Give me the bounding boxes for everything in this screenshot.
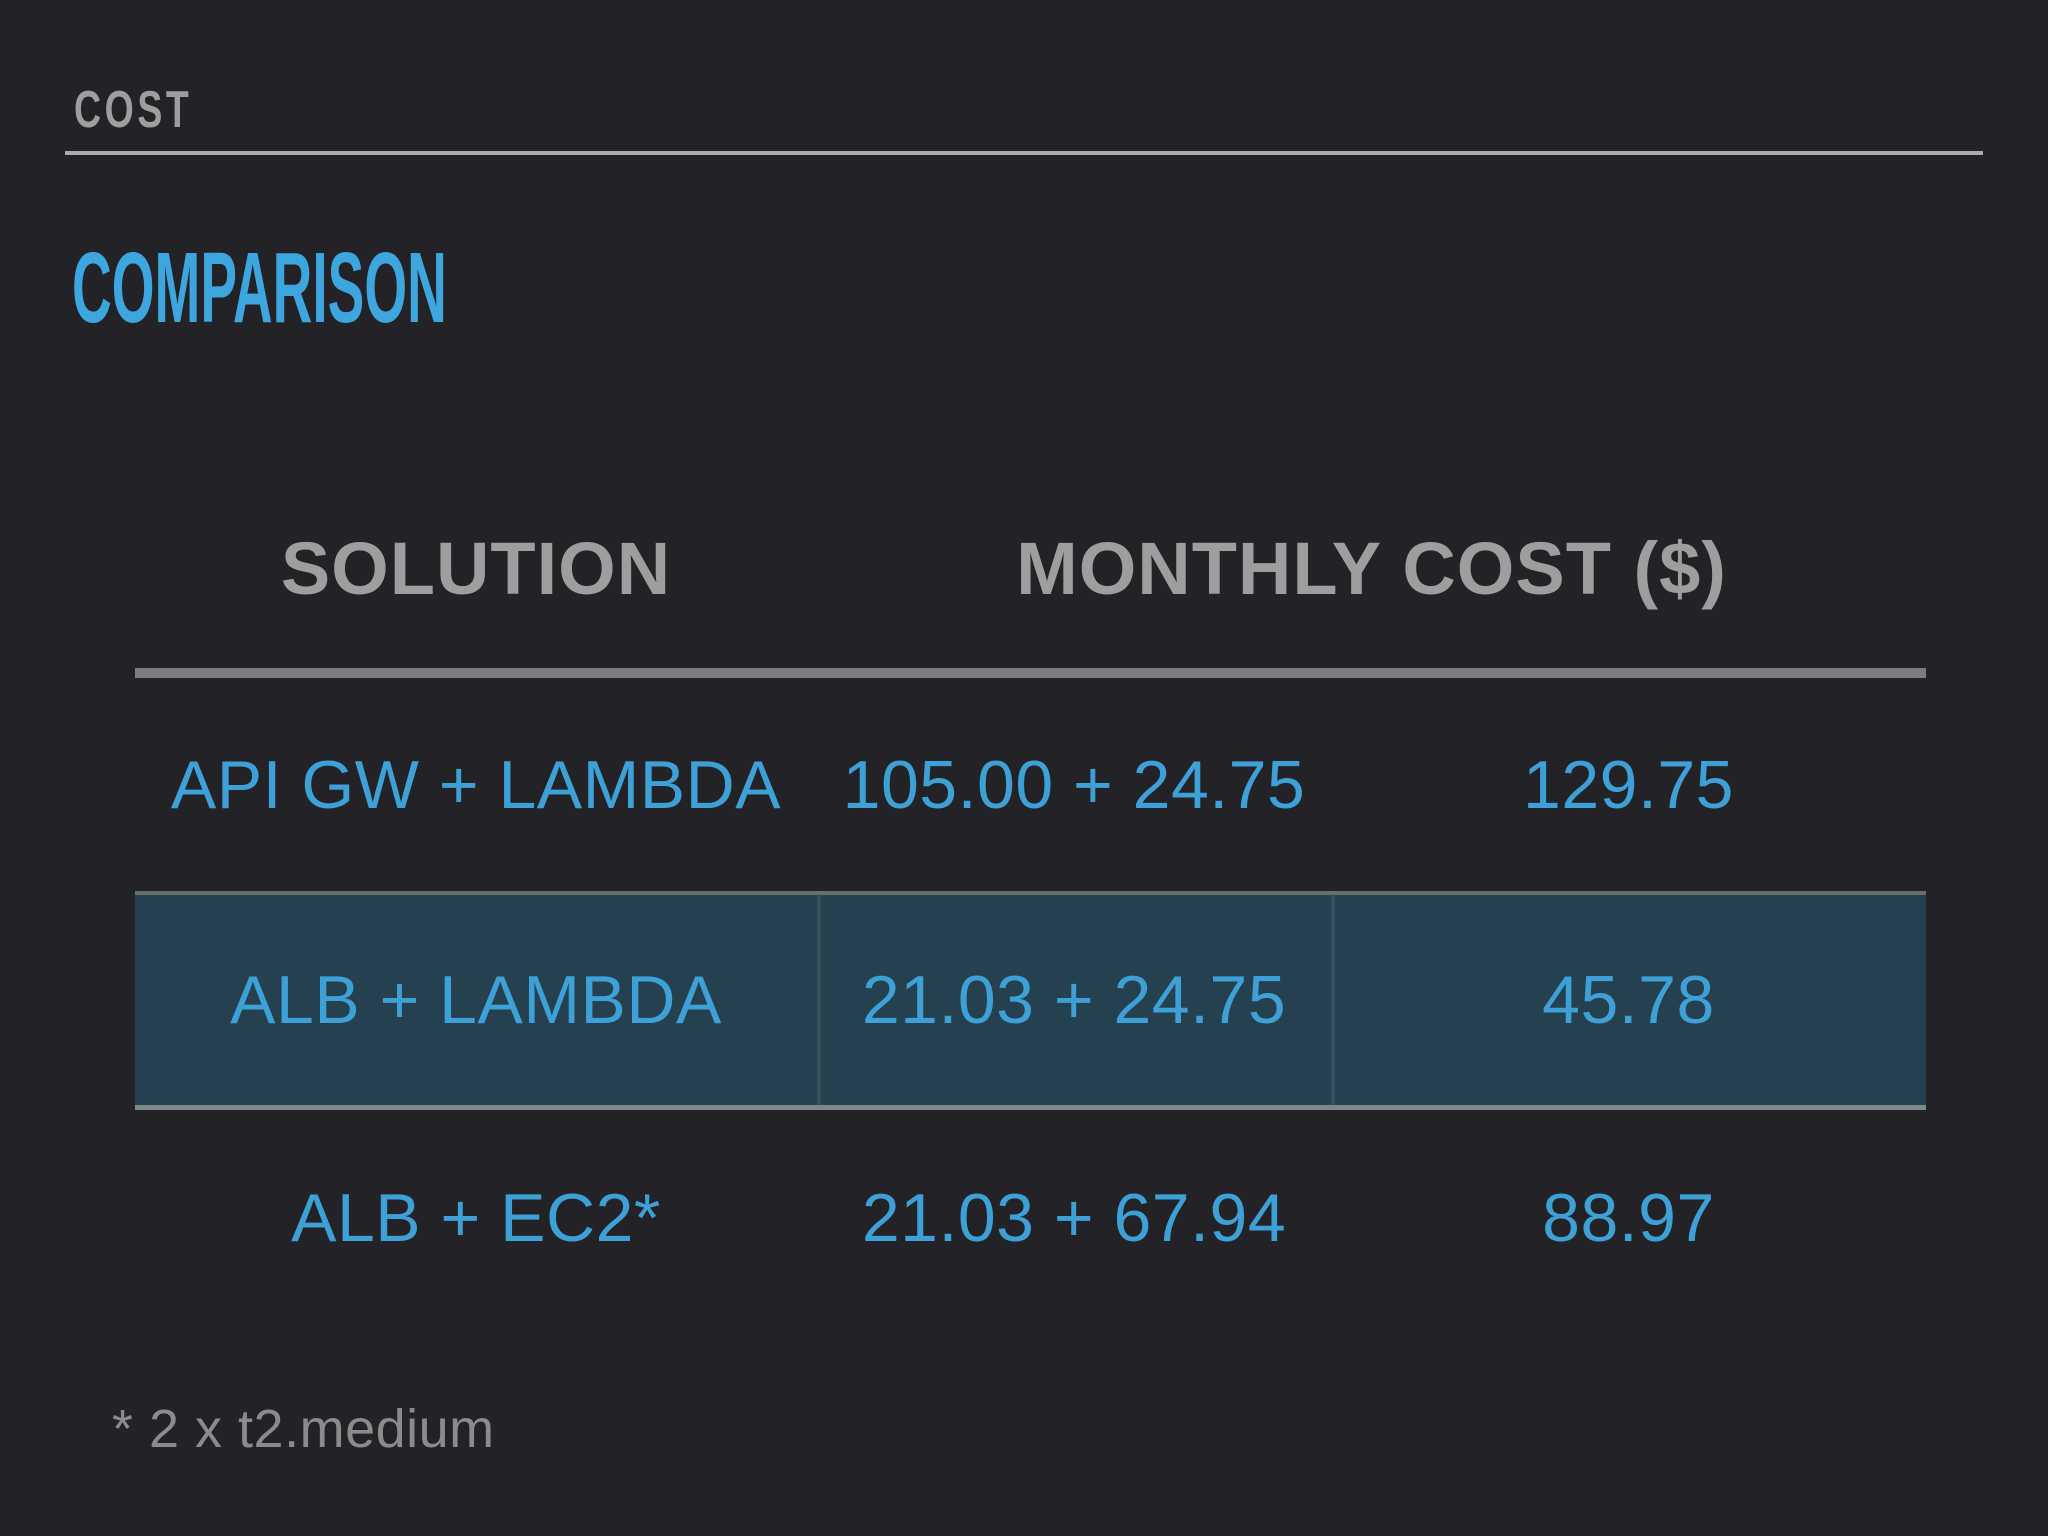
cost-comparison-table: SOLUTION MONTHLY COST ($) API GW + LAMBD… [135, 468, 1926, 1325]
solution-cell: ALB + LAMBDA [135, 891, 817, 1110]
header-divider-line [135, 668, 1926, 678]
total-cost-cell: 129.75 [1523, 746, 1734, 823]
slide-kicker: COST [74, 81, 193, 139]
slide-title: COMPARISON [72, 232, 447, 344]
footnote: * 2 x t2.medium [112, 1399, 495, 1459]
total-cost-cell: 88.97 [1542, 1179, 1715, 1256]
total-cost-cell: 45.78 [1331, 891, 1926, 1110]
solution-cell: API GW + LAMBDA [170, 746, 782, 823]
cost-breakdown-cell: 21.03 + 67.94 [861, 1179, 1287, 1256]
column-header-solution: SOLUTION [280, 526, 672, 610]
column-header-monthly-cost: MONTHLY COST ($) [1016, 526, 1727, 610]
solution-cell: ALB + EC2* [291, 1179, 661, 1256]
cost-breakdown-cell: 105.00 + 24.75 [842, 746, 1306, 823]
kicker-underline [65, 151, 1983, 155]
cost-breakdown-cell: 21.03 + 24.75 [817, 891, 1331, 1110]
